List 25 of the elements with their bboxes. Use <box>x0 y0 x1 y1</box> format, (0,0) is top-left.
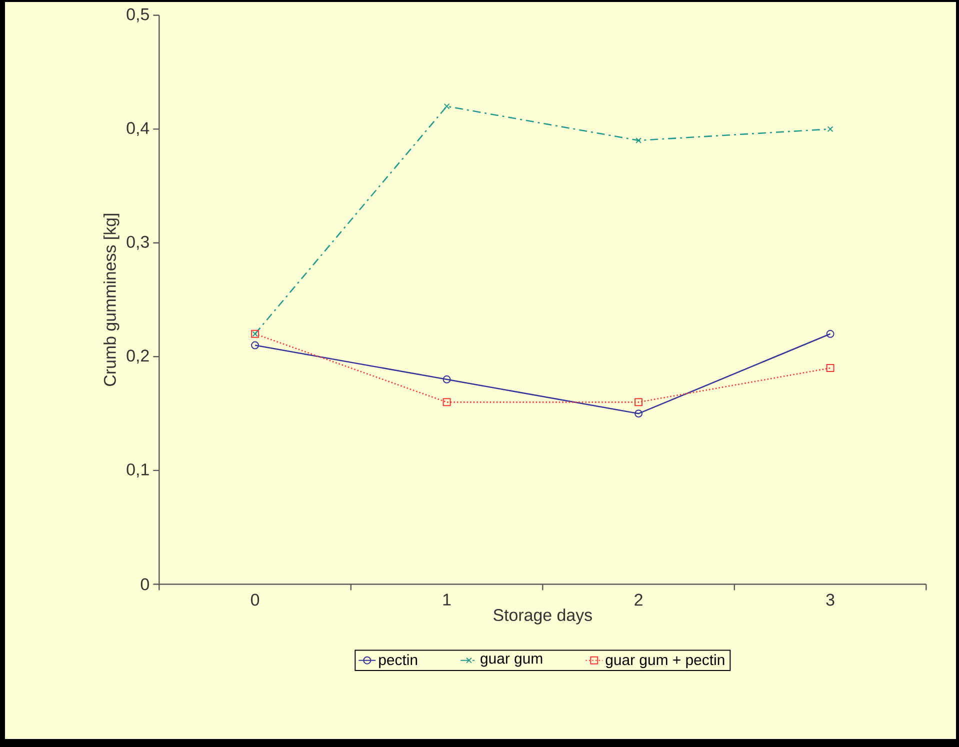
x-tick-label: 0 <box>250 594 260 606</box>
point <box>444 103 450 110</box>
y-tick-label: 0,3 <box>126 236 149 250</box>
point <box>634 410 643 418</box>
point <box>636 137 642 144</box>
y-tick-label: 0,2 <box>126 350 149 364</box>
point <box>826 330 834 338</box>
point <box>634 398 643 406</box>
legend-label: guar gum + pectin <box>606 654 724 668</box>
legend-label: guar gum <box>480 656 542 667</box>
point <box>251 341 260 350</box>
point <box>442 398 451 406</box>
x-tick-label: 1 <box>443 594 451 606</box>
legend-label: pectin <box>379 654 418 668</box>
y-tick-label: 0 <box>140 578 149 590</box>
point <box>827 126 834 132</box>
x-axis-title: Storage days <box>494 608 592 624</box>
x-tick-label: 3 <box>826 594 834 606</box>
y-axis-title: Crumb gumminess [kg] <box>103 214 120 386</box>
y-tick-label: 0,5 <box>126 8 149 22</box>
point <box>442 375 451 384</box>
x-tick-label: 2 <box>634 594 642 606</box>
y-tick-label: 0,4 <box>126 122 150 136</box>
point <box>826 364 834 372</box>
y-tick-label: 0,1 <box>126 463 149 478</box>
